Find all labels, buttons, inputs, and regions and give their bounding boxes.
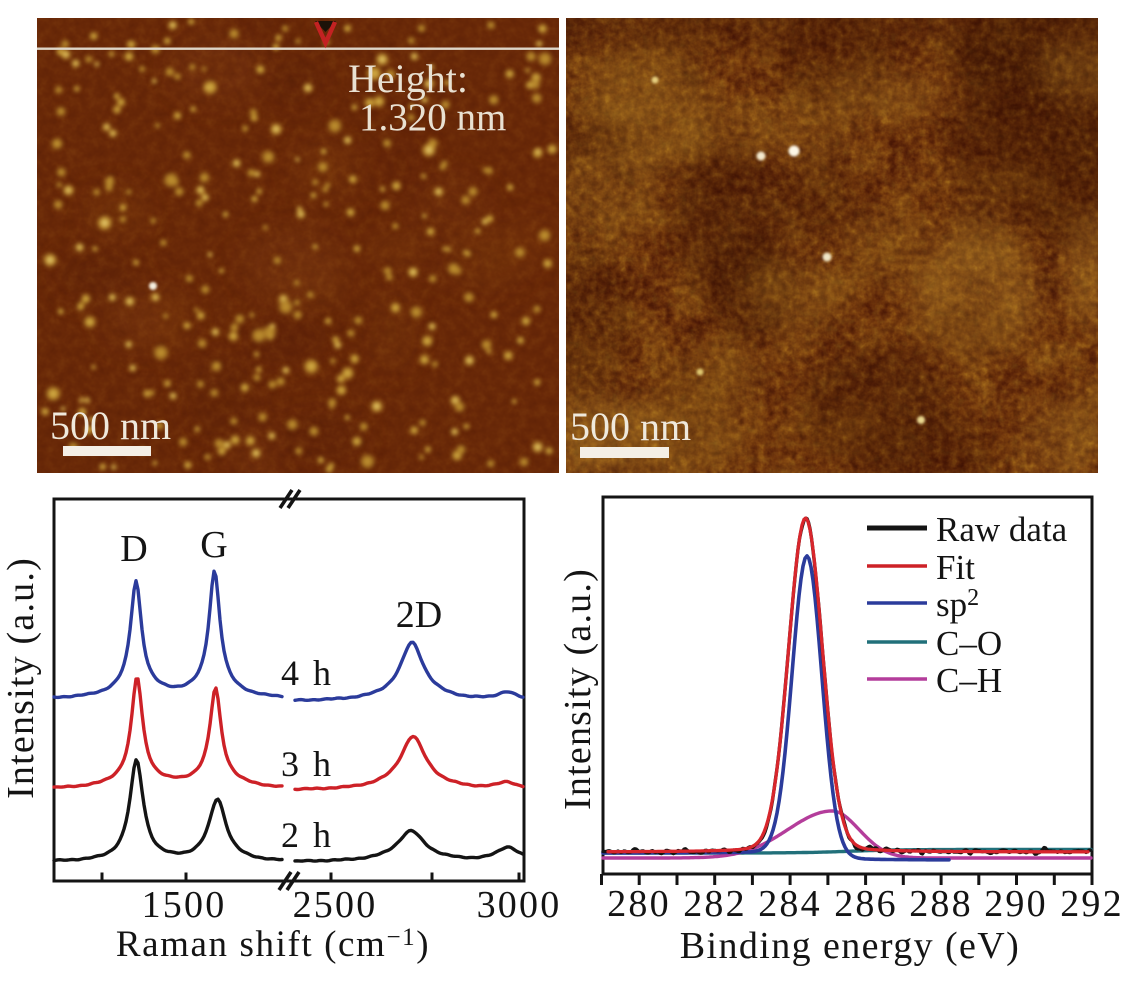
- svg-text:3 h: 3 h: [281, 744, 331, 784]
- svg-text:290: 290: [984, 883, 1048, 925]
- svg-text:Fit: Fit: [936, 548, 975, 587]
- svg-text:4 h: 4 h: [281, 653, 331, 693]
- svg-text:292: 292: [1060, 883, 1124, 925]
- svg-text:282: 282: [683, 883, 747, 925]
- svg-text:C–O: C–O: [936, 624, 1002, 663]
- svg-text:2D: 2D: [396, 594, 442, 636]
- svg-text:Intensity (a.u.): Intensity (a.u.): [0, 557, 42, 799]
- svg-text:3000: 3000: [477, 884, 562, 926]
- svg-text:2 h: 2 h: [281, 815, 331, 855]
- svg-text:284: 284: [758, 883, 822, 925]
- svg-text:500 nm: 500 nm: [570, 404, 691, 449]
- svg-text:2500: 2500: [293, 884, 378, 926]
- svg-text:C–H: C–H: [936, 661, 1002, 700]
- svg-text:D: D: [120, 528, 147, 570]
- svg-text:Raman shift (cm−1): Raman shift (cm−1): [116, 924, 430, 965]
- svg-text:Height:: Height:: [348, 56, 468, 101]
- svg-text:Intensity (a.u.): Intensity (a.u.): [557, 568, 599, 810]
- svg-text:sp2: sp2: [936, 585, 979, 624]
- svg-text:G: G: [200, 524, 227, 566]
- svg-text:Binding energy (eV): Binding energy (eV): [680, 925, 1020, 967]
- svg-text:280: 280: [607, 883, 671, 925]
- svg-text:288: 288: [909, 883, 973, 925]
- svg-text:286: 286: [834, 883, 898, 925]
- svg-text:1500: 1500: [142, 884, 227, 926]
- svg-text:Raw data: Raw data: [936, 510, 1068, 549]
- svg-text:1.320 nm: 1.320 nm: [359, 96, 506, 139]
- svg-text:500 nm: 500 nm: [50, 403, 171, 448]
